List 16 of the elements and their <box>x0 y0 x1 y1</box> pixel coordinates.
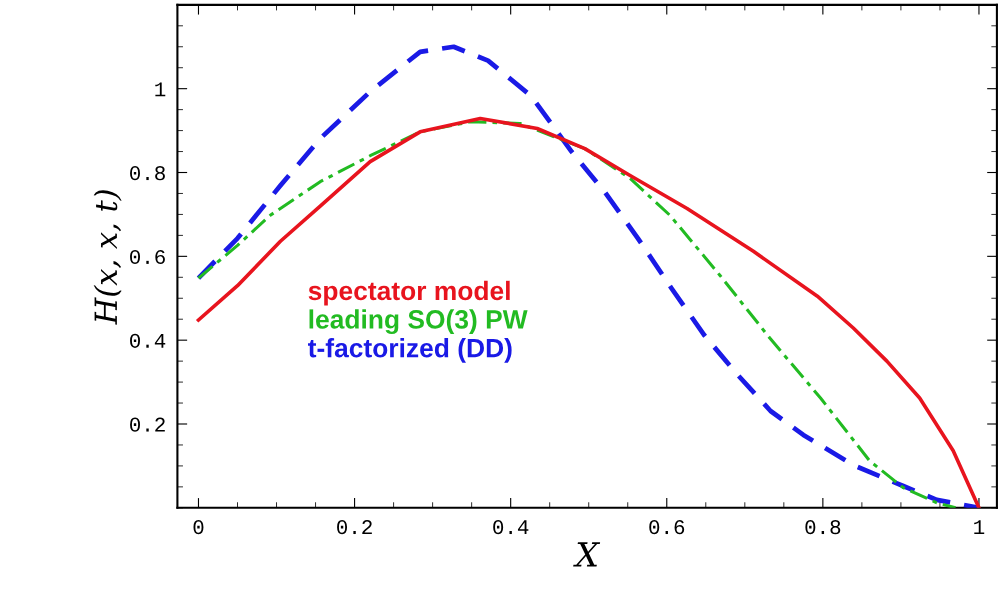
x-tick-label: 0 <box>193 520 204 535</box>
y-tick-label: 0.6 <box>130 249 165 265</box>
x-axis-title: X <box>573 542 601 567</box>
x-tick-label: 1 <box>974 520 985 535</box>
y-axis-title: H(x, x, t) <box>93 190 122 325</box>
y-tick-label: 1 <box>155 82 166 97</box>
text: t-factorized (DD) <box>308 338 512 363</box>
y-tick-label: 0.4 <box>130 333 166 348</box>
x-tick-label: 0.8 <box>805 520 841 535</box>
y-tick-label: 0.8 <box>130 166 165 181</box>
x-tick-label: 0.6 <box>649 520 685 535</box>
x-tick-label: 0.2 <box>337 520 372 535</box>
series-label: spectator model <box>308 280 510 306</box>
text: leading SO(3) PW <box>309 309 528 335</box>
x-tick-label: 0.4 <box>493 520 529 535</box>
y-tick-label: 0.2 <box>130 417 165 432</box>
